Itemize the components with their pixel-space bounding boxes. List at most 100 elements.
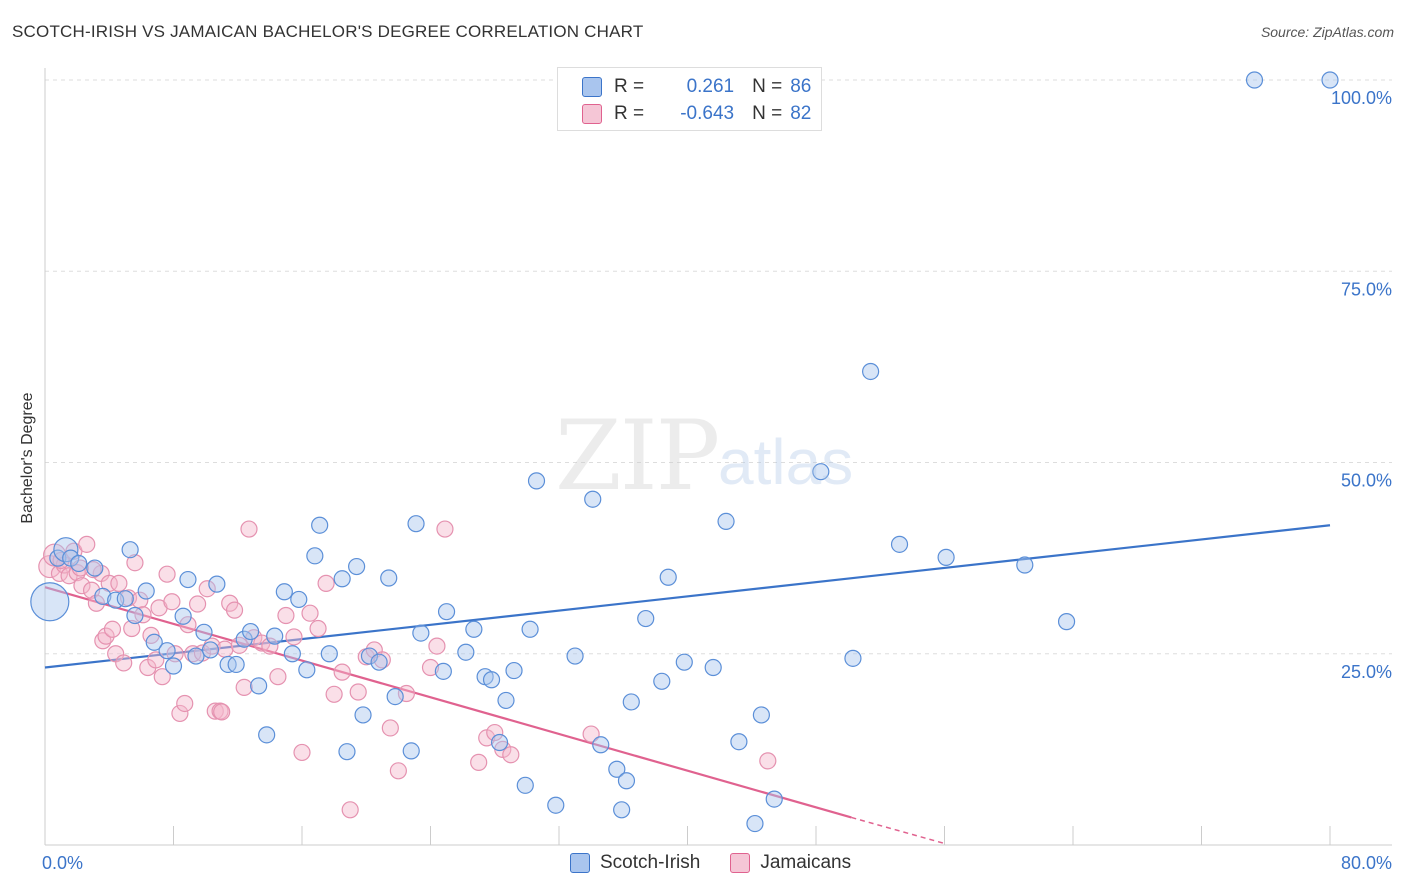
jamaican-trend-line: [44, 586, 852, 819]
scotch-irish-point: [298, 661, 316, 679]
jamaican-trend-extension: [851, 816, 945, 845]
scotch-irish-point: [250, 677, 268, 695]
legend-swatch-pink: [730, 853, 751, 873]
scotch-irish-point: [360, 647, 379, 665]
jamaican-point: [176, 694, 194, 713]
scotch-irish-point: [637, 609, 655, 628]
jamaican-point: [184, 645, 202, 663]
scotch-irish-point: [613, 801, 631, 819]
scotch-irish-point: [70, 554, 88, 573]
legend-swatch-pink: [582, 104, 602, 124]
scotch-irish-point: [434, 662, 452, 680]
jamaican-point: [582, 725, 600, 743]
chart-title: SCOTCH-IRISH VS JAMAICAN BACHELOR'S DEGR…: [12, 22, 644, 41]
jamaican-point: [216, 640, 234, 658]
scotch-irish-point: [584, 490, 602, 508]
scotch-irish-point: [201, 641, 220, 659]
scotch-irish-point: [465, 620, 483, 638]
jamaican-point: [301, 604, 319, 622]
scotch-irish-point: [164, 657, 183, 675]
jamaican-point: [97, 627, 115, 645]
scotch-irish-point: [1245, 71, 1264, 89]
scotch-irish-point: [482, 671, 501, 689]
scotch-irish-point: [338, 743, 356, 761]
scotch-irish-point: [333, 570, 351, 588]
jamaican-point: [153, 668, 171, 686]
scotch-irish-point: [765, 790, 783, 808]
jamaican-point: [240, 520, 258, 538]
scotch-irish-point: [94, 587, 112, 605]
jamaican-point: [206, 702, 224, 720]
jamaican-point: [333, 663, 351, 681]
scotch-irish-point: [937, 548, 955, 566]
jamaican-point: [188, 595, 207, 613]
jamaican-point: [171, 704, 189, 723]
jamaican-point: [285, 628, 303, 646]
legend-n-value: 86: [790, 76, 812, 97]
x-tick-label: 80.0%: [1341, 853, 1392, 873]
scotch-irish-point: [527, 472, 546, 490]
scotch-irish-point: [320, 645, 338, 663]
jamaican-point: [163, 593, 181, 611]
jamaican-point: [317, 574, 335, 592]
y-tick-label: 25.0%: [1341, 662, 1392, 682]
tick-labels: 25.0% 50.0% 75.0% 100.0% 0.0% 80.0%: [42, 88, 1392, 873]
legend-row-jamaicans: R = -0.643 N = 82: [582, 102, 811, 126]
scotch-irish-point: [137, 582, 155, 600]
jamaican-point: [235, 678, 253, 697]
scotch-irish-point: [659, 568, 677, 586]
scotch-irish-point: [1016, 556, 1034, 574]
scotch-irish-point: [121, 541, 139, 559]
scotch-irish-point: [717, 512, 735, 531]
scotch-irish-point: [283, 645, 301, 663]
jamaican-point: [293, 743, 311, 762]
jamaican-point: [213, 703, 231, 721]
legend-r-value: -0.643: [680, 103, 735, 124]
scotch-irish-point: [126, 606, 144, 625]
jamaican-point: [110, 574, 128, 592]
scotch-irish-point: [179, 570, 197, 589]
jamaican-point: [325, 685, 343, 703]
jamaican-point: [309, 619, 327, 638]
jamaican-point: [261, 637, 279, 655]
series-legend: Scotch-Irish Jamaicans: [570, 852, 881, 874]
jamaican-point: [486, 723, 504, 742]
jamaican-point: [179, 616, 197, 634]
jamaican-point: [428, 637, 446, 655]
jamaican-point: [211, 702, 229, 720]
jamaican-point: [131, 591, 149, 609]
jamaican-point: [115, 654, 133, 672]
jamaican-point: [225, 601, 244, 619]
jamaican-point: [349, 683, 367, 701]
scotch-irish-point: [457, 643, 475, 661]
jamaican-point: [269, 668, 287, 686]
jamaican-point: [78, 535, 96, 553]
scotch-irish-point: [290, 590, 308, 609]
grid-lines: [45, 79, 1392, 655]
jamaican-point: [87, 594, 106, 612]
scotch-irish-point: [592, 736, 610, 754]
legend-label-jamaicans: Jamaicans: [760, 852, 852, 873]
scotch-irish-point: [370, 653, 388, 671]
scotch-irish-point: [306, 547, 324, 565]
jamaican-point: [389, 762, 407, 780]
correlation-legend: R = 0.261 N = 86 R = -0.643 N = 82: [557, 67, 822, 131]
jamaican-point: [198, 580, 216, 598]
legend-row-scotch-irish: R = 0.261 N = 86: [582, 75, 811, 99]
scotch-irish-point: [704, 658, 722, 677]
watermark-zip: ZIP: [555, 400, 720, 512]
scotch-irish-point: [862, 362, 880, 381]
legend-r-value: 0.261: [686, 76, 735, 97]
scotch-irish-point: [380, 569, 398, 587]
jamaican-point: [123, 619, 141, 638]
legend-swatch-blue: [582, 77, 602, 97]
scotch-irish-point: [195, 623, 213, 641]
scotch-irish-point: [412, 624, 430, 642]
scotch-irish-point: [497, 691, 515, 710]
scotch-irish-point: [145, 633, 163, 651]
scotch-irish-point: [242, 622, 260, 641]
scotch-irish-point: [490, 733, 509, 752]
scotch-irish-point: [53, 537, 79, 563]
legend-item-scotch-irish: Scotch-Irish: [570, 852, 700, 874]
scotch-irish-point: [227, 655, 245, 674]
